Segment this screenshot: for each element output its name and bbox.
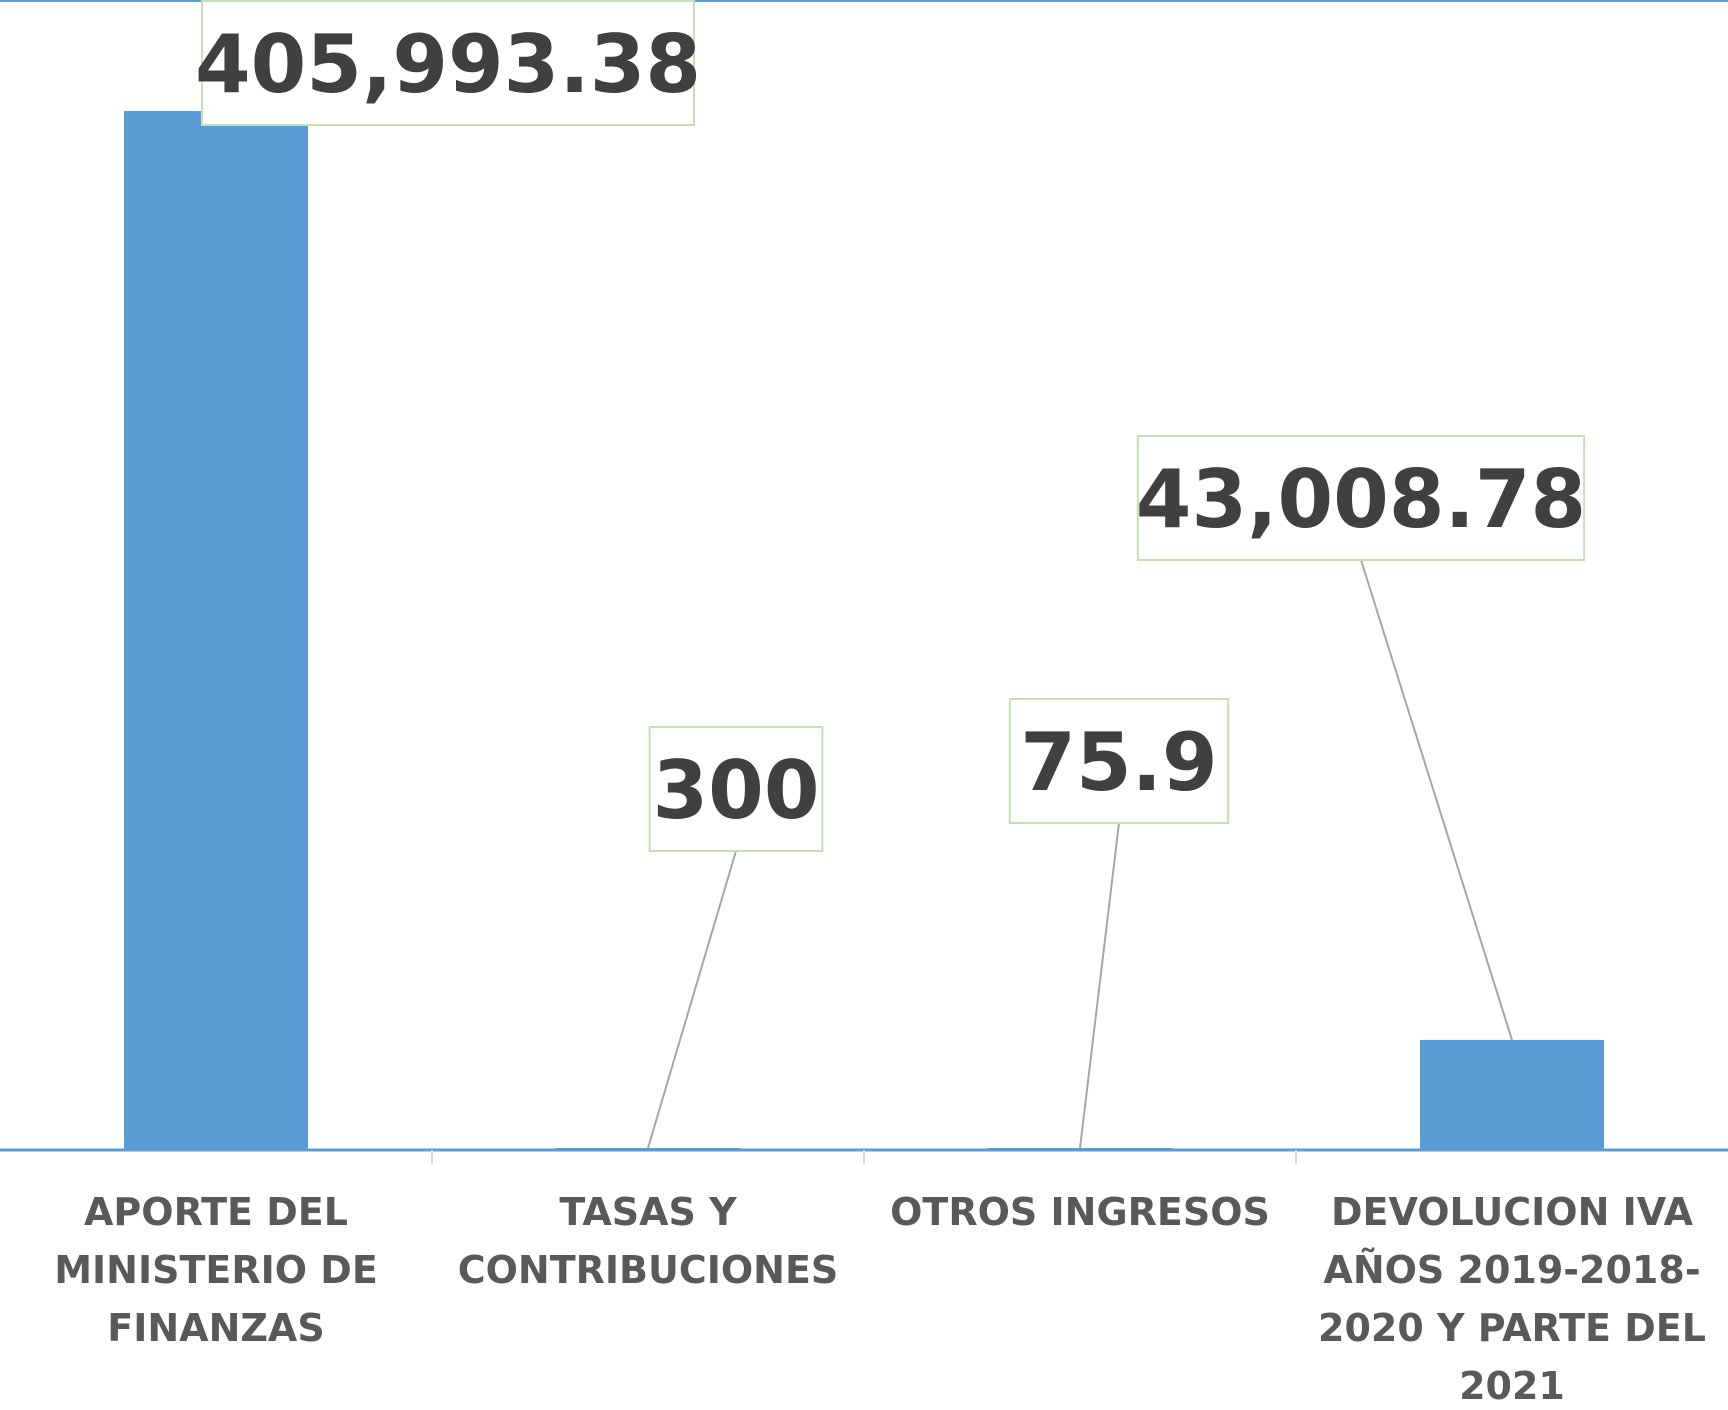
data-label-3: 75.9 <box>1020 716 1217 809</box>
data-label-2: 300 <box>653 744 820 837</box>
category-label-2: TASAS Y <box>559 1190 737 1234</box>
data-label-box-2 <box>648 726 824 852</box>
category-label-4: 2021 <box>1459 1364 1565 1408</box>
data-label-4: 43,008.78 <box>1136 453 1586 546</box>
bar-4 <box>1420 1039 1604 1150</box>
category-label-1: FINANZAS <box>107 1306 324 1350</box>
data-label-box-4 <box>1136 435 1586 561</box>
bar-2 <box>556 1148 740 1150</box>
category-label-2: CONTRIBUCIONES <box>458 1248 839 1292</box>
leader-line-2 <box>647 850 737 1149</box>
data-label-box-1 <box>201 0 695 126</box>
leader-line-4 <box>1360 559 1513 1041</box>
leader-line-3 <box>1079 822 1120 1149</box>
category-label-4: DEVOLUCION IVA <box>1331 1190 1694 1234</box>
bar-3 <box>988 1148 1172 1150</box>
category-label-1: APORTE DEL <box>84 1190 348 1234</box>
bar-1 <box>124 111 308 1150</box>
category-label-3: OTROS INGRESOS <box>890 1190 1270 1234</box>
category-label-1: MINISTERIO DE <box>54 1248 378 1292</box>
category-label-4: AÑOS 2019-2018- <box>1323 1248 1700 1292</box>
category-label-4: 2020 Y PARTE DEL <box>1318 1306 1706 1350</box>
data-label-box-3 <box>1008 698 1230 824</box>
data-label-1: 405,993.38 <box>195 18 701 111</box>
